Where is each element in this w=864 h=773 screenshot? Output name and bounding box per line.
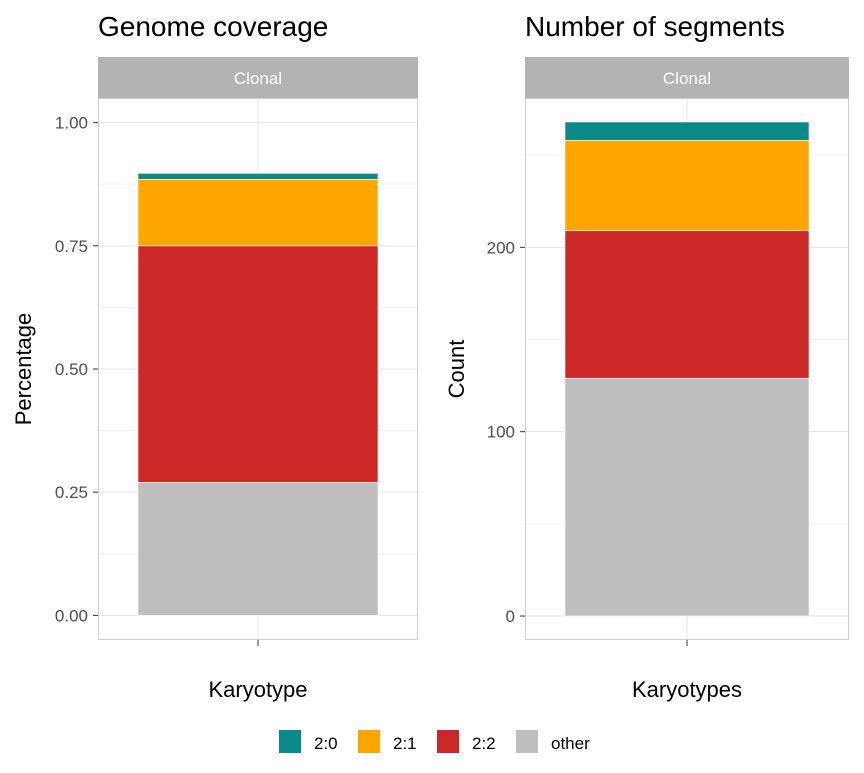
legend: 2:0 2:1 2:2 other: [279, 730, 590, 753]
legend-label: other: [551, 734, 590, 753]
bar-segment-2-1: [137, 179, 379, 247]
y-tick-label: 100: [487, 423, 515, 442]
bar-segment-2-0: [137, 173, 379, 180]
y-tick-label: 0.00: [55, 606, 88, 625]
y-tick-label: 0.75: [55, 237, 88, 256]
legend-swatch: [358, 730, 380, 753]
legend-swatch: [279, 730, 301, 753]
bar-segment-other: [137, 482, 379, 616]
bar-segment-2-1: [564, 140, 810, 232]
legend-swatch: [516, 730, 538, 753]
bar-segment-2-0: [564, 121, 810, 141]
y-axis-label: Percentage: [11, 313, 36, 426]
y-tick-label: 0: [506, 607, 515, 626]
y-axis-ticks: 0 100 200: [487, 238, 525, 626]
panel-number-of-segments: Number of segments Clonal 0 100 200 Karyot…: [444, 11, 849, 702]
facet-strip: [98, 57, 418, 98]
legend-label: 2:2: [472, 734, 496, 753]
legend-swatch: [437, 730, 459, 753]
panel-title: Genome coverage: [98, 11, 328, 42]
panel-genome-coverage: Genome coverage Clonal 0.00 0.25 0.50 0.75 1…: [11, 11, 418, 702]
bar-segment-2-2: [564, 230, 810, 379]
y-tick-label: 1.00: [55, 114, 88, 133]
y-axis-label: Count: [444, 340, 469, 399]
facet-label: Clonal: [663, 69, 711, 88]
x-axis-label: Karyotypes: [632, 677, 742, 702]
legend-label: 2:1: [393, 734, 417, 753]
bar-stack: [564, 121, 810, 617]
facet-strip: [525, 57, 849, 98]
y-tick-label: 0.50: [55, 360, 88, 379]
x-axis-label: Karyotype: [208, 677, 307, 702]
panel-title: Number of segments: [525, 11, 785, 42]
y-tick-label: 0.25: [55, 483, 88, 502]
y-tick-label: 200: [487, 238, 515, 257]
bar-segment-other: [564, 377, 810, 617]
facet-label: Clonal: [234, 69, 282, 88]
bar-stack: [137, 173, 379, 616]
y-axis-ticks: 0.00 0.25 0.50 0.75 1.00: [55, 114, 98, 625]
legend-label: 2:0: [314, 734, 338, 753]
bar-segment-2-2: [137, 245, 379, 483]
